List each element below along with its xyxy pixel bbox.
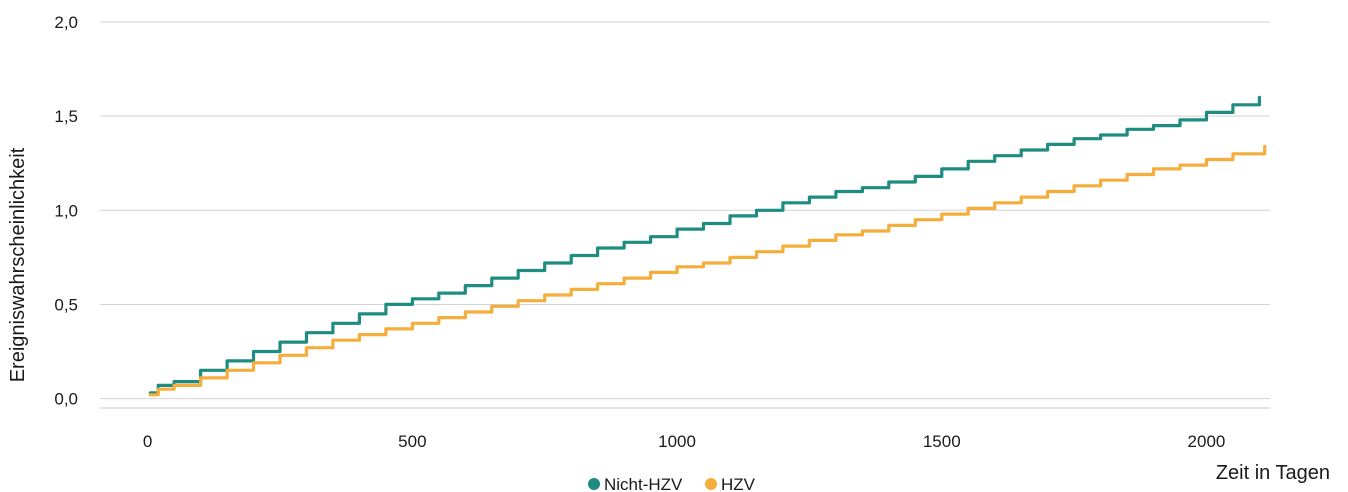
y-tick-label-3: 1,5 [54,107,78,126]
y-tick-label-4: 2,0 [54,13,78,32]
x-axis-title: Zeit in Tagen [1216,462,1330,484]
x-tick-label-1: 500 [398,432,426,451]
series-line-hzv [148,144,1267,397]
gridlines [100,21,1270,409]
series-line-nicht-hzv [148,95,1261,395]
y-axis-ticks: 0,0 0,5 1,0 1,5 2,0 [54,13,78,409]
legend-marker-hzv [705,478,717,490]
x-tick-label-3: 1500 [923,432,961,451]
y-tick-label-1: 0,5 [54,295,78,314]
legend-marker-nicht-hzv [588,478,600,490]
x-tick-label-2: 1000 [658,432,696,451]
legend: Nicht-HZV HZV [588,475,756,492]
x-tick-label-4: 2000 [1188,432,1226,451]
y-tick-label-0: 0,0 [54,390,78,409]
y-tick-label-2: 1,0 [54,201,78,220]
series-layer [148,95,1267,397]
x-tick-label-0: 0 [143,432,152,451]
x-axis-ticks: 0 500 1000 1500 2000 [143,432,1225,451]
y-axis-title: Ereigniswahrscheinlichkeit [7,147,29,382]
legend-label-nicht-hzv: Nicht-HZV [604,475,683,492]
legend-label-hzv: HZV [721,475,756,492]
